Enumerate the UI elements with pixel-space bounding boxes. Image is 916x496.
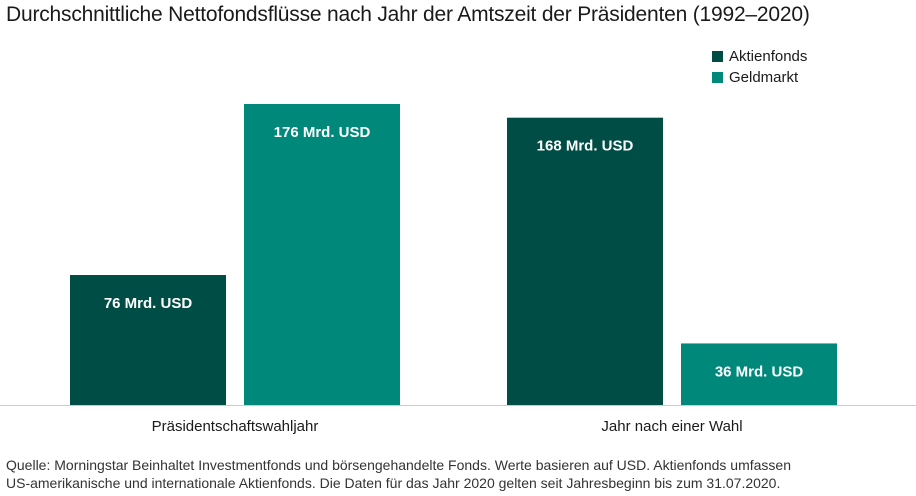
source-line-2: US-amerikanische und internationale Akti… bbox=[6, 475, 781, 491]
source-line-1: Quelle: Morningstar Beinhaltet Investmen… bbox=[6, 457, 791, 473]
legend-item-geldmarkt: Geldmarkt bbox=[712, 67, 807, 88]
legend-swatch-geldmarkt bbox=[712, 72, 723, 83]
bar-geldmarkt-0 bbox=[244, 104, 400, 405]
legend-label-aktienfonds: Aktienfonds bbox=[729, 48, 808, 65]
x-tick-label-1: Jahr nach einer Wahl bbox=[601, 418, 742, 435]
data-label-aktienfonds-0: 76 Mrd. USD bbox=[104, 295, 193, 312]
bar-aktienfonds-0 bbox=[70, 275, 226, 405]
chart-title: Durchschnittliche Nettofondsflüsse nach … bbox=[6, 3, 810, 26]
data-label-aktienfonds-1: 168 Mrd. USD bbox=[537, 138, 634, 155]
legend-swatch-aktienfonds bbox=[712, 51, 723, 62]
bar-chart: 76 Mrd. USD 176 Mrd. USD Präsidentschaftsw… bbox=[0, 104, 916, 435]
chart-legend: Aktienfonds Geldmarkt bbox=[712, 46, 807, 88]
x-tick-label-0: Präsidentschaftswahljahr bbox=[152, 418, 319, 435]
bar-geldmarkt-1 bbox=[681, 343, 837, 405]
legend-label-geldmarkt: Geldmarkt bbox=[729, 69, 799, 86]
data-label-geldmarkt-0: 176 Mrd. USD bbox=[274, 124, 371, 141]
legend-item-aktienfonds: Aktienfonds bbox=[712, 46, 807, 67]
bar-aktienfonds-1 bbox=[507, 117, 663, 405]
source-note: Quelle: Morningstar Beinhaltet Investmen… bbox=[6, 456, 906, 492]
data-label-geldmarkt-1: 36 Mrd. USD bbox=[715, 363, 804, 380]
